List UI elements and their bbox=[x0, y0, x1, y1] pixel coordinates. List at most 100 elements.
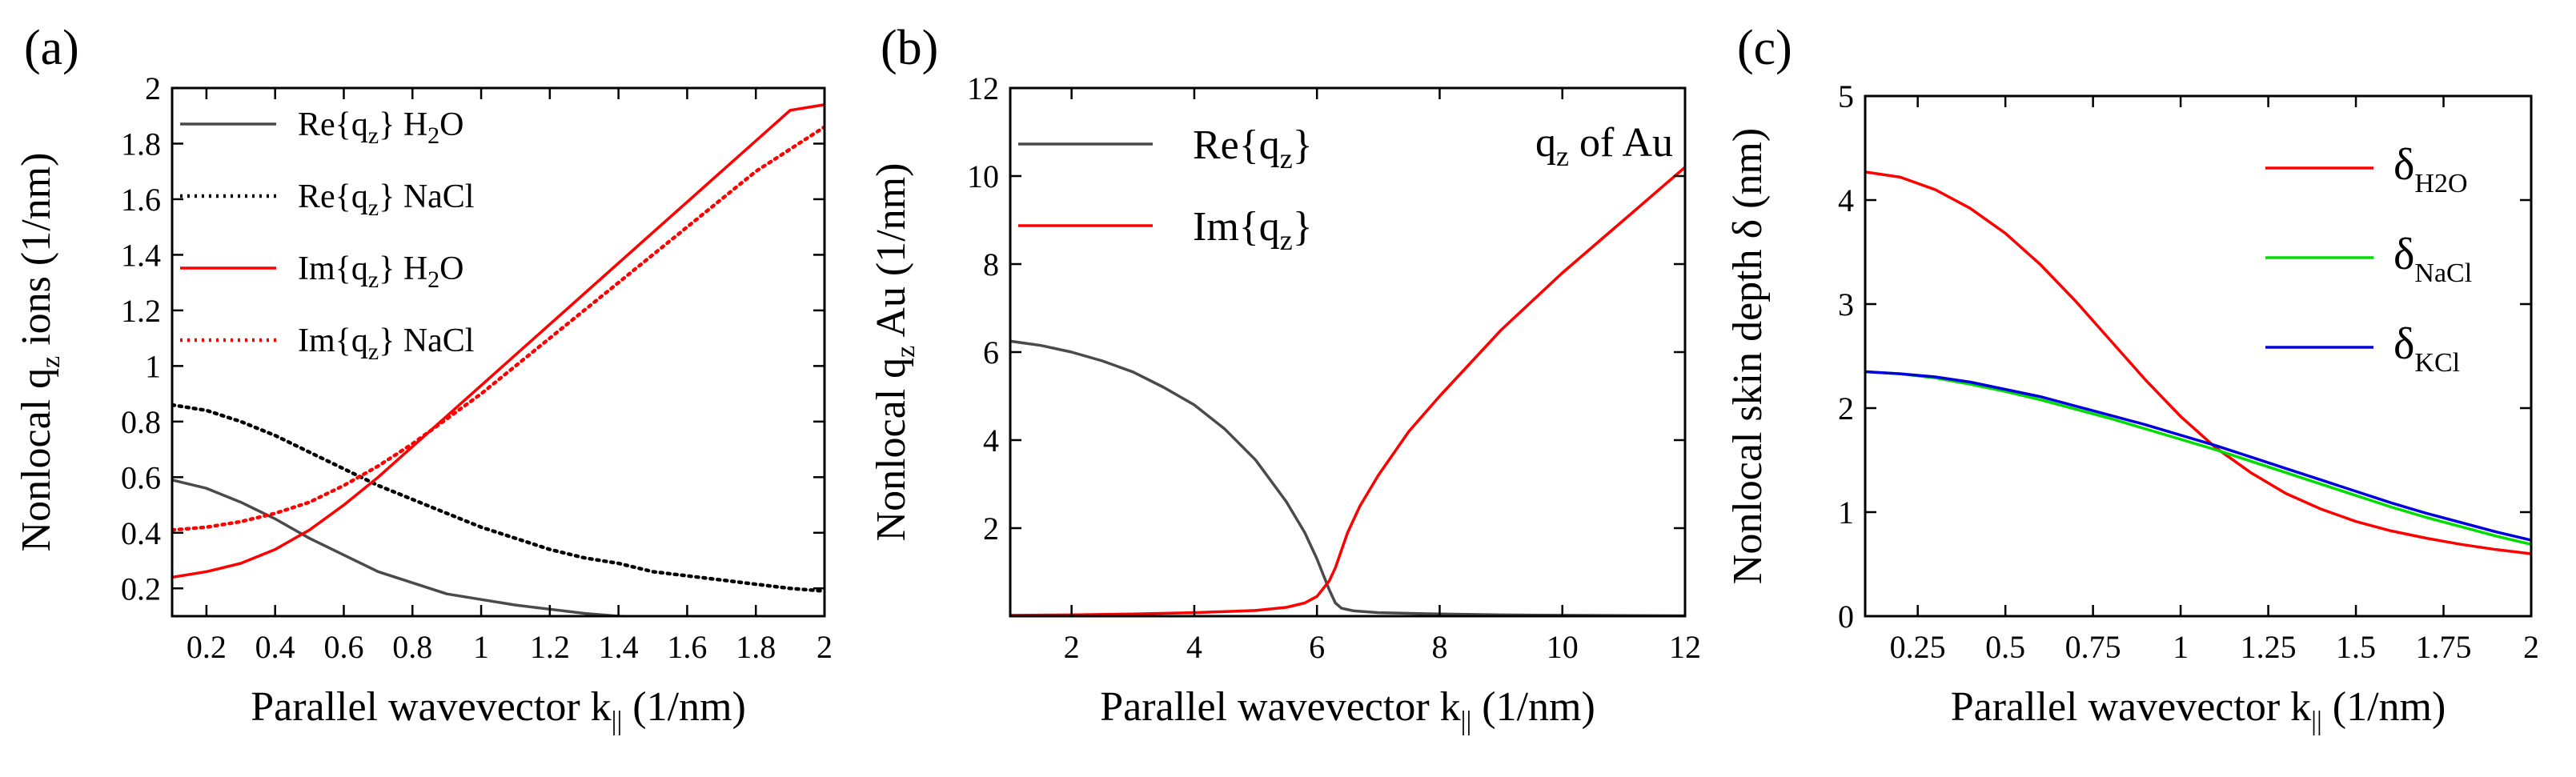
panel-a-xlabel: Parallel wavevector k|| (1/nm) bbox=[251, 684, 746, 736]
panel-c-ytick-label: 5 bbox=[1838, 78, 1854, 114]
panel-c-series-line-2 bbox=[1865, 370, 2531, 542]
ylabel-unit: ions (1/nm) bbox=[14, 153, 59, 356]
ylabel-text: Nonlocal skin depth δ (nm) bbox=[1725, 128, 1771, 584]
panel-b-xtick-label: 6 bbox=[1309, 629, 1325, 665]
panel-a-legend-label: Im{qz} H2O bbox=[298, 250, 464, 293]
panel-a-xtick-label: 0.4 bbox=[255, 629, 295, 665]
panel-c-xtick-label: 2 bbox=[2523, 629, 2539, 665]
panel-b-letter: (b) bbox=[881, 21, 938, 75]
panel-c-ylabel: Nonlocal skin depth δ (nm) bbox=[1725, 128, 1771, 584]
panel-b-xtick-label: 2 bbox=[1064, 629, 1080, 665]
annotation-sub: z bbox=[1556, 140, 1569, 172]
legend-main: δ bbox=[2393, 319, 2414, 369]
panel-a-ytick-label: 2 bbox=[145, 70, 161, 106]
panel-c-ytick-label: 0 bbox=[1838, 599, 1854, 635]
annotation-post: of Au bbox=[1569, 120, 1673, 166]
panel-a-series-line-3 bbox=[172, 125, 825, 532]
legend-sub: z bbox=[1280, 142, 1293, 174]
panel-a-xtick-label: 1.2 bbox=[530, 629, 570, 665]
panel-a-legend-label: Re{qz} NaCl bbox=[298, 178, 474, 221]
panel-b-legend-label: Re{qz} bbox=[1193, 122, 1313, 174]
panel-b-ylabel: Nonlocal qz Au (1/nm) bbox=[869, 163, 921, 542]
panel-a-xtick-label: 1.6 bbox=[667, 629, 707, 665]
legend-sub: H2O bbox=[2414, 169, 2467, 198]
legend-post: } NaCl bbox=[379, 178, 474, 215]
legend-post: } bbox=[1293, 204, 1313, 250]
panel-c-series-line-1 bbox=[1865, 370, 2531, 547]
panel-c-frame bbox=[1864, 94, 2533, 618]
panel-c-legend-label: δH2O bbox=[2393, 140, 2468, 198]
xlabel-subscript: || bbox=[1461, 707, 1472, 736]
legend-main: δ bbox=[2393, 230, 2414, 279]
panel-b-series-line-1 bbox=[1010, 166, 1685, 616]
panel-c-ytick-label: 1 bbox=[1838, 495, 1854, 531]
legend-sub2: 2 bbox=[427, 122, 439, 149]
legend-pre: Re{q bbox=[1193, 122, 1280, 168]
panel-b-series-line-0 bbox=[1010, 339, 1685, 616]
legend-pre: Im{q bbox=[298, 250, 368, 287]
panel-c-ytick-label: 4 bbox=[1838, 182, 1854, 218]
legend-sub: z bbox=[368, 338, 379, 365]
panel-c-legend-label: δNaCl bbox=[2393, 230, 2472, 288]
legend-sub2: 2 bbox=[427, 266, 439, 293]
panel-b-xtick-label: 12 bbox=[1669, 629, 1701, 665]
ylabel-text: Nonlocal q bbox=[869, 358, 914, 542]
xlabel-text: Parallel wavevector k bbox=[1951, 684, 2311, 730]
panel-b: (b) 2 4 6 8 10 12 2 4 6 8 10 12 Parallel wavevector k… bbox=[869, 21, 1701, 736]
panel-b-xlabel: Parallel wavevector k|| (1/nm) bbox=[1100, 684, 1595, 736]
legend-sub: KCl bbox=[2414, 348, 2460, 378]
legend-pre: Re{q bbox=[298, 178, 368, 215]
panel-c-xtick-label: 1 bbox=[2173, 629, 2189, 665]
legend-post2: O bbox=[439, 250, 463, 287]
panel-c-ytick-label: 3 bbox=[1838, 286, 1854, 322]
panel-b-frame bbox=[1009, 86, 1687, 618]
legend-main: δ bbox=[2393, 140, 2414, 190]
panel-b-ytick-label: 6 bbox=[983, 334, 999, 370]
panel-a-xtick-label: 1 bbox=[473, 629, 489, 665]
panel-c-xtick-label: 1.5 bbox=[2336, 629, 2376, 665]
ylabel-unit: Au (1/nm) bbox=[869, 163, 914, 346]
panel-a-xtick-label: 0.8 bbox=[392, 629, 432, 665]
panel-a-ytick-label: 1.8 bbox=[121, 126, 161, 162]
panel-a-frame bbox=[171, 86, 826, 618]
panel-a-series-line-0 bbox=[172, 479, 654, 616]
panel-b-ytick-label: 12 bbox=[967, 70, 999, 106]
panel-b-ytick-label: 4 bbox=[983, 423, 999, 459]
annotation-pre: q bbox=[1535, 120, 1556, 166]
panel-a-xtick-label: 0.2 bbox=[187, 629, 227, 665]
panel-a-legend-label: Im{qz} NaCl bbox=[298, 322, 474, 365]
legend-pre: Im{q bbox=[1193, 204, 1280, 250]
panel-a-ytick-label: 1 bbox=[145, 348, 161, 384]
panel-c-xtick-label: 0.75 bbox=[2065, 629, 2121, 665]
panel-a-ytick-label: 0.2 bbox=[121, 571, 161, 607]
legend-sub: NaCl bbox=[2414, 258, 2472, 288]
panel-c-xtick-label: 1.75 bbox=[2416, 629, 2472, 665]
panel-a-series-line-1 bbox=[172, 403, 825, 593]
panel-b-ytick-label: 2 bbox=[983, 511, 999, 547]
xlabel-unit: (1/nm) bbox=[1471, 684, 1595, 730]
panel-b-annotation: qz of Au bbox=[1535, 120, 1673, 172]
panel-a-xtick-label: 1.4 bbox=[599, 629, 639, 665]
xlabel-subscript: || bbox=[612, 707, 623, 736]
panel-a-ytick-label: 0.8 bbox=[121, 404, 161, 440]
legend-post: } NaCl bbox=[379, 322, 474, 359]
panel-a-legend-label: Re{qz} H2O bbox=[298, 106, 464, 149]
ylabel-subscript: z bbox=[36, 356, 66, 368]
panel-b-xtick-label: 10 bbox=[1547, 629, 1579, 665]
panel-a: (a) 0.2 0.4 0.6 0.8 1 1.2 1.4 1.6 1.8 2 0.2 0.4 0.6 0.… bbox=[14, 21, 833, 736]
panel-a-ytick-label: 1.6 bbox=[121, 182, 161, 218]
panel-b-xtick-label: 8 bbox=[1431, 629, 1447, 665]
legend-sub: z bbox=[368, 266, 379, 293]
panel-a-ytick-label: 1.4 bbox=[121, 237, 161, 273]
legend-post: } bbox=[1293, 122, 1313, 168]
panel-a-ytick-label: 1.2 bbox=[121, 293, 161, 329]
panel-a-letter: (a) bbox=[24, 21, 79, 75]
legend-pre: Re{q bbox=[298, 106, 368, 143]
panel-a-ytick-label: 0.4 bbox=[121, 515, 161, 551]
panel-c: (c) 0.25 0.5 0.75 1 1.25 1.5 1.75 2 0 1 2 3 4 5 Paralle… bbox=[1725, 21, 2539, 736]
ylabel-subscript: z bbox=[891, 346, 921, 358]
xlabel-unit: (1/nm) bbox=[622, 684, 746, 730]
legend-sub: z bbox=[1280, 224, 1293, 256]
legend-sub: z bbox=[368, 194, 379, 221]
xlabel-text: Parallel wavevector k bbox=[1100, 684, 1460, 730]
